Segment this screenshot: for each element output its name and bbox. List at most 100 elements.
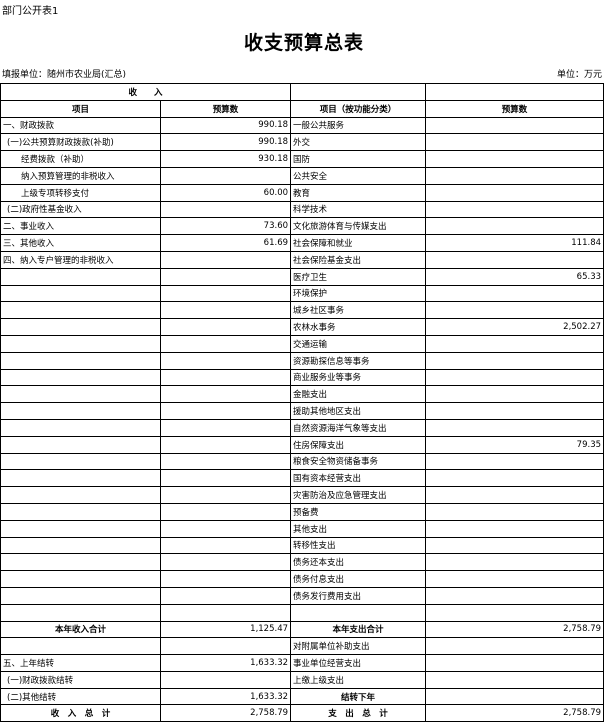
- income-amount: [159, 519, 292, 538]
- expense-item: 科学技术: [290, 200, 427, 219]
- summary-expense-amount: [425, 654, 605, 672]
- expense-amount: [425, 486, 605, 504]
- expense-item: 社会保险基金支出: [290, 250, 427, 269]
- summary-income-item: 五、上年结转: [0, 654, 161, 672]
- summary-income-amount: 1,125.47: [159, 620, 292, 639]
- expense-amount: 111.84: [425, 234, 605, 252]
- income-item: [0, 368, 161, 387]
- header-row: 收 入: [0, 83, 605, 101]
- table-row: 交通运输: [0, 334, 605, 353]
- expense-item: 教育: [290, 183, 427, 202]
- income-amount: 61.69: [159, 234, 292, 252]
- income-amount: [159, 334, 292, 353]
- income-item: [0, 586, 161, 605]
- income-item: [0, 334, 161, 353]
- expense-amount: [425, 586, 605, 605]
- summary-expense-item: 本年支出合计: [290, 620, 427, 639]
- expense-amount: [425, 553, 605, 572]
- income-amount: [159, 301, 292, 320]
- expense-item: 援助其他地区支出: [290, 402, 427, 420]
- expense-item: 一般公共服务: [290, 116, 427, 135]
- table-row: 商业服务业等事务: [0, 368, 605, 387]
- expense-amount: [425, 166, 605, 185]
- income-amount: [159, 469, 292, 488]
- summary-income-amount: [159, 637, 292, 656]
- table-row: 四、纳入专户管理的非税收入 社会保险基金支出: [0, 250, 605, 269]
- table-row: 粮食安全物资储备事务: [0, 452, 605, 471]
- table-row: 预备费: [0, 502, 605, 521]
- summary-expense-amount: [425, 687, 605, 706]
- expense-amount: [425, 603, 605, 622]
- summary-income-amount: 1,633.32: [159, 654, 292, 672]
- expense-amount: [425, 536, 605, 555]
- expense-item: 自然资源海洋气象等支出: [290, 418, 427, 437]
- expense-item: 金融支出: [290, 385, 427, 404]
- summary-income-item: (二)其他结转: [0, 687, 161, 706]
- reporting-unit: 填报单位：随州市农业局(汇总): [2, 70, 127, 80]
- table-row: 债务还本支出: [0, 553, 605, 572]
- table-row: (一)公共预算财政拨款(补助) 990.18 外交: [0, 133, 605, 152]
- income-amount: [159, 166, 292, 185]
- expense-amount: [425, 351, 605, 370]
- income-amount: [159, 402, 292, 420]
- expense-item: [290, 603, 427, 622]
- expense-amount: [425, 200, 605, 219]
- table-row: 医疗卫生 65.33: [0, 267, 605, 286]
- currency-unit: 单位：万元: [556, 70, 602, 80]
- expense-item: 国防: [290, 150, 427, 168]
- summary-expense-amount: 2,758.79: [425, 704, 605, 723]
- expense-item: 灾害防治及应急管理支出: [290, 486, 427, 504]
- income-item: [0, 418, 161, 437]
- income-item: (一)公共预算财政拨款(补助): [0, 133, 161, 152]
- table-row: 三、其他收入 61.69 社会保障和就业 111.84: [0, 234, 605, 252]
- expense-amount: [425, 469, 605, 488]
- table-row: 上级专项转移支付 60.00 教育: [0, 183, 605, 202]
- expense-item: 预备费: [290, 502, 427, 521]
- summary-expense-item: 上缴上级支出: [290, 670, 427, 689]
- expense-amount: [425, 452, 605, 471]
- expense-amount: [425, 519, 605, 538]
- income-amount: [159, 570, 292, 588]
- expense-item: 环境保护: [290, 284, 427, 303]
- summary-expense-amount: 2,758.79: [425, 620, 605, 639]
- table-row: 援助其他地区支出: [0, 402, 605, 420]
- summary-expense-amount: [425, 670, 605, 689]
- summary-income-amount: [159, 670, 292, 689]
- table-row: 一、财政拨款 990.18 一般公共服务: [0, 116, 605, 135]
- income-item: 四、纳入专户管理的非税收入: [0, 250, 161, 269]
- summary-income-item: [0, 637, 161, 656]
- summary-expense-item: 结转下年: [290, 687, 427, 706]
- income-amount: [159, 603, 292, 622]
- income-amount: [159, 318, 292, 336]
- income-item: [0, 318, 161, 336]
- col-amount: 预算数: [159, 99, 292, 118]
- income-item: [0, 553, 161, 572]
- income-amount: [159, 486, 292, 504]
- income-item: 二、事业收入: [0, 217, 161, 236]
- summary-row: 对附属单位补助支出: [0, 637, 605, 656]
- table-row: 自然资源海洋气象等支出: [0, 418, 605, 437]
- table-row: 金融支出: [0, 385, 605, 404]
- summary-income-item: 收 入 总 计: [0, 704, 161, 723]
- table-row: 灾害防治及应急管理支出: [0, 486, 605, 504]
- expense-item: 医疗卫生: [290, 267, 427, 286]
- income-amount: [159, 351, 292, 370]
- income-item: 经费拨款（补助）: [0, 150, 161, 168]
- expense-item: 公共安全: [290, 166, 427, 185]
- summary-expense-item: 事业单位经营支出: [290, 654, 427, 672]
- income-item: [0, 570, 161, 588]
- summary-row: 收 入 总 计 2,758.79 支 出 总 计 2,758.79: [0, 704, 605, 723]
- income-item: [0, 486, 161, 504]
- expense-amount: [425, 418, 605, 437]
- income-amount: [159, 200, 292, 219]
- expense-amount: [425, 217, 605, 236]
- income-amount: 73.60: [159, 217, 292, 236]
- income-amount: [159, 267, 292, 286]
- expense-item: 农林水事务: [290, 318, 427, 336]
- summary-row: 五、上年结转 1,633.32 事业单位经营支出: [0, 654, 605, 672]
- expense-amount: 65.33: [425, 267, 605, 286]
- expense-amount: [425, 301, 605, 320]
- expense-item: 其他支出: [290, 519, 427, 538]
- expense-amount: [425, 402, 605, 420]
- table-row: 环境保护: [0, 284, 605, 303]
